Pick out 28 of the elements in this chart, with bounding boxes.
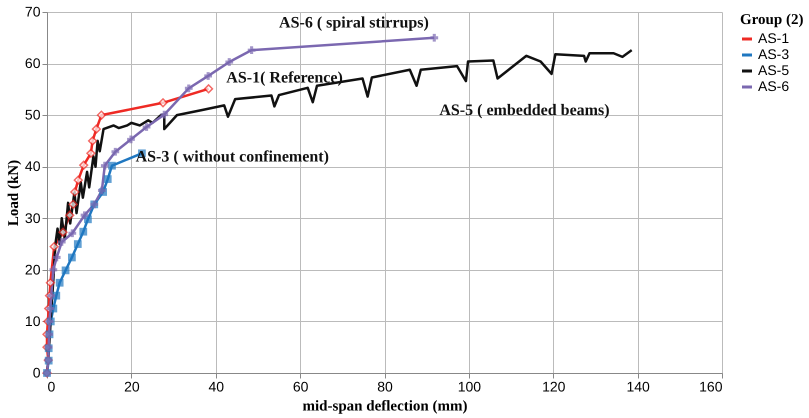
x-tick-label: 40: [208, 378, 224, 394]
y-tick-label: 20: [24, 261, 41, 278]
x-tick-label: 120: [542, 378, 566, 394]
y-axis-title: Load (kN): [6, 160, 22, 226]
x-axis-title: mid-span deflection (mm): [302, 398, 468, 414]
legend-label: AS-3: [758, 46, 790, 62]
annotation: AS-5 ( embedded beams): [439, 102, 610, 119]
x-tick-label: 100: [458, 378, 482, 394]
y-tick-label: 70: [24, 4, 41, 20]
legend-label: AS-6: [758, 78, 790, 94]
annotation: AS-1( Reference): [226, 69, 343, 86]
x-tick-label: 140: [626, 378, 650, 394]
x-tick-label: 160: [699, 378, 723, 394]
annotation: AS-3 ( without confinement): [136, 148, 329, 166]
y-tick-label: 10: [24, 312, 41, 329]
legend-title: Group (2): [740, 12, 804, 28]
y-tick-label: 30: [24, 210, 41, 226]
x-tick-label: 60: [292, 378, 309, 394]
y-tick-label: 50: [24, 106, 41, 123]
y-tick-label: 40: [24, 158, 41, 174]
x-tick-label: 20: [124, 378, 140, 394]
y-tick-label: 0: [32, 364, 41, 380]
legend-label: AS-1: [758, 30, 790, 46]
x-tick-label: 0: [48, 378, 56, 394]
legend-label: AS-5: [758, 62, 790, 78]
annotation: AS-6 ( spiral stirrups): [279, 14, 429, 32]
y-tick-label: 60: [24, 55, 41, 72]
x-tick-label: 80: [377, 378, 393, 394]
